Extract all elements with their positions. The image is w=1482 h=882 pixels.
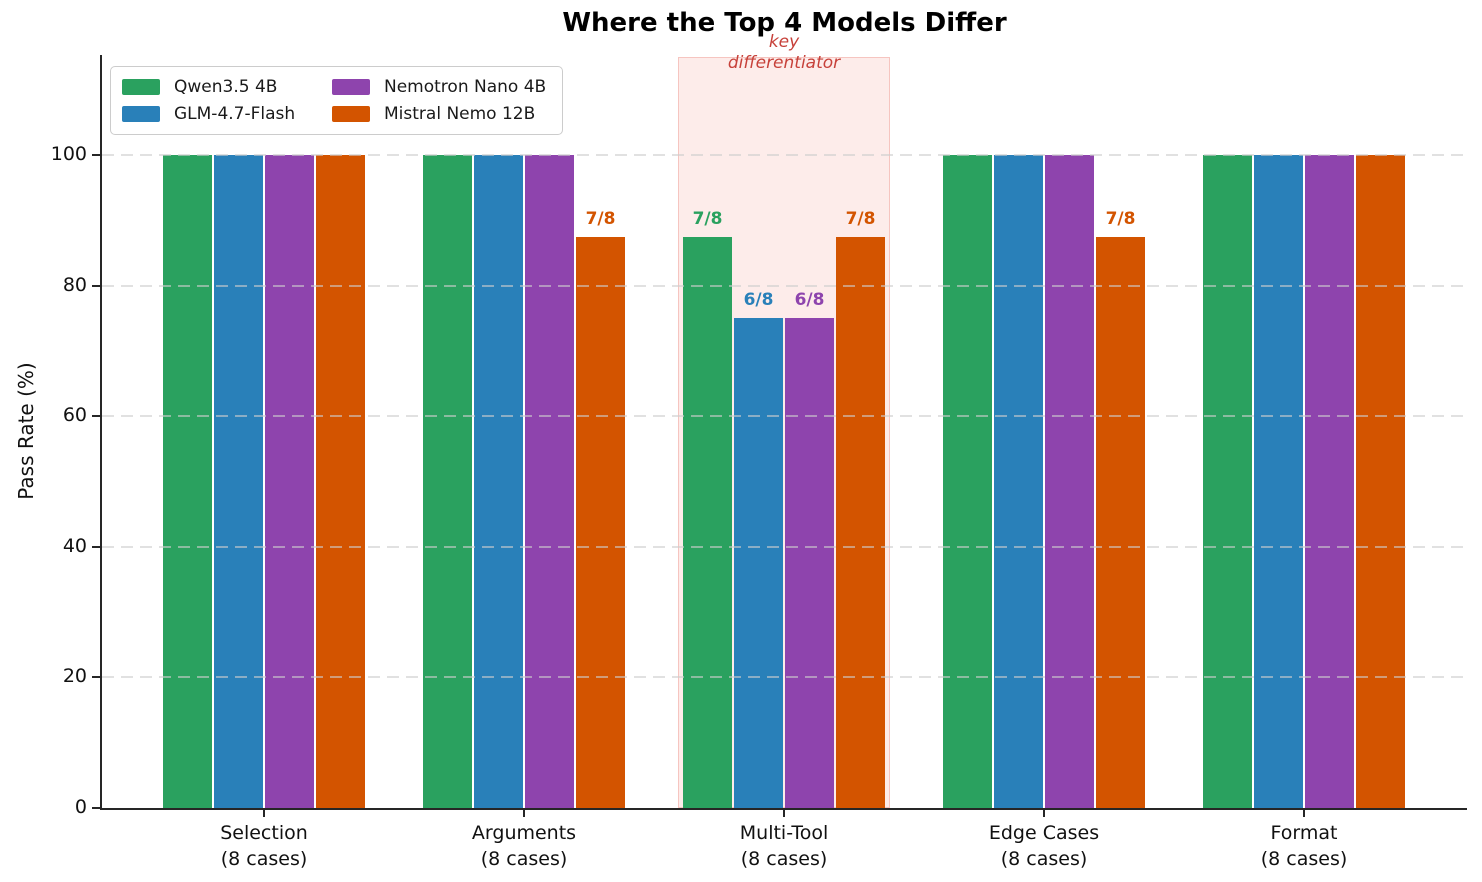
bar-Mistral Nemo 12B-Arguments	[576, 237, 625, 808]
legend-swatch-icon	[332, 106, 370, 122]
bar-value-label: 7/8	[692, 209, 723, 229]
bar-value-label: 6/8	[794, 290, 825, 310]
bar-Qwen3.5 4B-Arguments	[423, 155, 472, 808]
bar-Qwen3.5 4B-Format	[1203, 155, 1252, 808]
bar-Nemotron Nano 4B-Arguments	[525, 155, 574, 808]
plot-area: key differentiator 7/8 6/8 6/8 7/8 7/8 7/8	[102, 32, 1467, 808]
y-axis-spine	[100, 55, 102, 810]
bar-Mistral Nemo 12B-Selection	[316, 155, 365, 808]
y-tick-label: 40	[62, 534, 87, 557]
legend-label: GLM-4.7-Flash	[174, 104, 296, 124]
y-tick-mark	[92, 676, 101, 679]
bar-Nemotron Nano 4B-Format	[1305, 155, 1354, 808]
bar-value-label: 6/8	[743, 290, 774, 310]
bar-Qwen3.5 4B-Edge Cases	[943, 155, 992, 808]
legend-item-Nemotron Nano 4B: Nemotron Nano 4B	[332, 77, 546, 97]
x-tick-mark	[263, 808, 265, 817]
bar-Qwen3.5 4B-Multi-Tool	[683, 237, 732, 808]
bar-GLM-4.7-Flash-Format	[1254, 155, 1303, 808]
legend-label: Nemotron Nano 4B	[384, 77, 547, 97]
y-tick-label: 60	[62, 404, 87, 427]
annotation-line-1: key	[768, 32, 800, 52]
y-tick-mark	[92, 807, 101, 809]
x-tick-mark	[783, 808, 785, 817]
legend-swatch-icon	[122, 106, 160, 122]
key-differentiator-annotation: key differentiator	[678, 32, 890, 74]
y-tick-label: 100	[50, 143, 87, 165]
bar-Mistral Nemo 12B-Format	[1356, 155, 1405, 808]
annotation-line-2: differentiator	[727, 53, 841, 73]
x-tick-label-Format: Format (8 cases)	[1260, 822, 1348, 870]
y-tick-mark	[92, 415, 101, 418]
legend-swatch-icon	[122, 79, 160, 95]
y-tick-label: 0	[74, 796, 87, 818]
x-tick-label-Selection: Selection (8 cases)	[220, 822, 308, 870]
y-tick-mark	[92, 154, 101, 156]
y-tick-mark	[92, 545, 101, 548]
bar-value-label: 7/8	[845, 209, 876, 229]
bar-Mistral Nemo 12B-Edge Cases	[1096, 237, 1145, 808]
bar-Nemotron Nano 4B-Selection	[265, 155, 314, 808]
gridline-20	[102, 676, 1467, 679]
gridline-40	[102, 545, 1467, 548]
y-tick-label: 20	[62, 665, 87, 688]
bar-value-label: 7/8	[585, 209, 616, 229]
legend-swatch-icon	[332, 79, 370, 95]
bar-Mistral Nemo 12B-Multi-Tool	[836, 237, 885, 808]
bar-Nemotron Nano 4B-Edge Cases	[1045, 155, 1094, 808]
gridline-80	[102, 284, 1467, 287]
legend-label: Qwen3.5 4B	[174, 77, 278, 97]
x-tick-label-Multi-Tool: Multi-Tool (8 cases)	[739, 822, 829, 870]
bar-GLM-4.7-Flash-Multi-Tool	[734, 318, 783, 808]
x-tick-label-Edge Cases: Edge Cases (8 cases)	[988, 822, 1100, 870]
legend: Qwen3.5 4B GLM-4.7-Flash Nemotron Nano 4B M…	[110, 66, 564, 135]
x-tick-mark	[523, 808, 525, 817]
bar-GLM-4.7-Flash-Arguments	[474, 155, 523, 808]
bar-GLM-4.7-Flash-Selection	[214, 155, 263, 808]
legend-item-GLM-4.7-Flash: GLM-4.7-Flash	[122, 104, 332, 124]
bar-Nemotron Nano 4B-Multi-Tool	[785, 318, 834, 808]
x-tick-mark	[1303, 808, 1305, 817]
gridline-100	[102, 154, 1467, 156]
chart-title: Where the Top 4 Models Differ	[562, 8, 1007, 38]
y-tick-mark	[92, 284, 101, 287]
y-tick-label: 80	[62, 273, 87, 296]
gridline-60	[102, 415, 1467, 418]
bar-value-label: 7/8	[1105, 209, 1136, 229]
x-tick-label-Arguments: Arguments (8 cases)	[471, 822, 577, 870]
legend-item-Qwen3.5 4B: Qwen3.5 4B	[122, 77, 332, 97]
bar-GLM-4.7-Flash-Edge Cases	[994, 155, 1043, 808]
legend-label: Mistral Nemo 12B	[384, 104, 536, 124]
legend-item-Mistral Nemo 12B: Mistral Nemo 12B	[332, 104, 546, 124]
bar-Qwen3.5 4B-Selection	[163, 155, 212, 808]
x-tick-mark	[1043, 808, 1045, 817]
